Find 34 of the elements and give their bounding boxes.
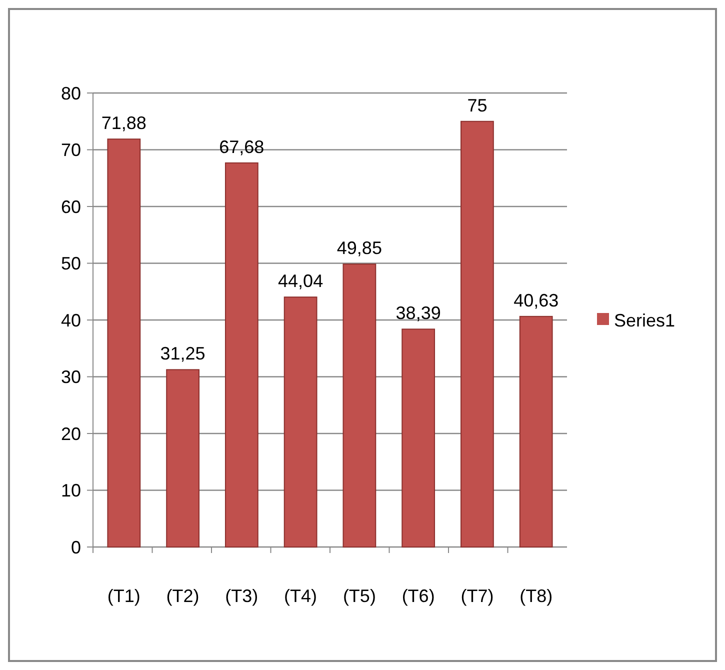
bar	[460, 120, 494, 548]
y-tick-label: 50	[60, 254, 81, 274]
bar	[402, 328, 436, 548]
bar	[166, 369, 200, 548]
x-tick-label: (T6)	[402, 586, 435, 606]
bar	[342, 264, 376, 548]
bar	[284, 296, 318, 548]
data-label: 71,88	[101, 113, 146, 134]
data-label: 44,04	[278, 271, 324, 292]
x-tick-label: (T1)	[107, 586, 140, 606]
x-tick-label: (T3)	[225, 586, 258, 606]
data-label: 40,63	[514, 290, 559, 310]
y-tick-label: 30	[60, 367, 81, 388]
data-label: 49,85	[336, 238, 382, 258]
y-tick-label: 10	[60, 480, 81, 501]
y-tick-label: 40	[60, 310, 81, 330]
bar	[224, 162, 258, 548]
legend-label: Series1	[614, 310, 676, 330]
data-label: 38,39	[396, 303, 441, 324]
x-tick-label: (T4)	[284, 586, 318, 606]
bar	[519, 316, 553, 548]
y-tick-label: 20	[60, 424, 81, 444]
y-tick-label: 0	[70, 537, 81, 558]
x-tick-label: (T7)	[460, 586, 494, 606]
x-tick-label: (T8)	[520, 586, 553, 606]
x-tick-label: (T2)	[166, 586, 200, 606]
y-tick-label: 60	[60, 196, 81, 217]
data-label: 67,68	[219, 136, 264, 157]
y-tick-label: 80	[60, 83, 81, 104]
data-label: 75	[467, 95, 488, 116]
y-tick-label: 70	[60, 140, 81, 160]
data-label: 31,25	[160, 344, 206, 364]
x-tick-label: (T5)	[342, 586, 376, 606]
bar	[107, 138, 141, 548]
